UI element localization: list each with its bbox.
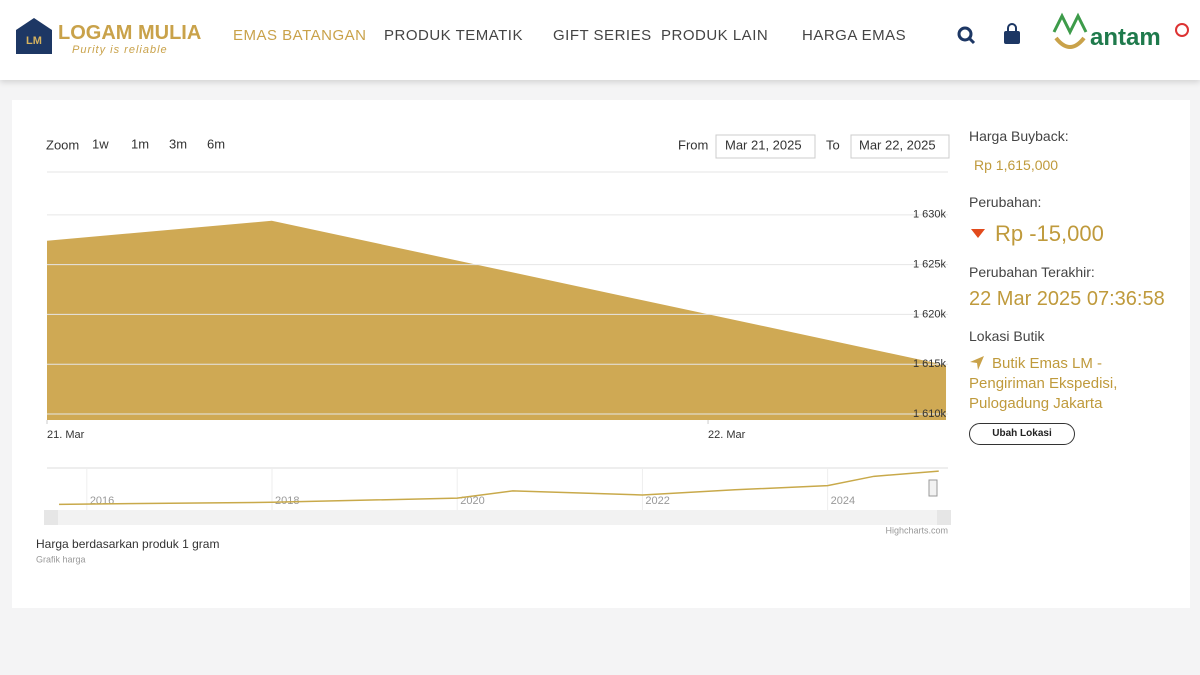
antam-icon — [1052, 12, 1088, 49]
location-icon — [970, 356, 984, 370]
label: Perubahan: — [969, 194, 1042, 210]
updated: 22 Mar 2025 07:36:58 — [969, 288, 1165, 310]
label: Lokasi Butik — [969, 328, 1045, 344]
change: Rp -15,000 — [995, 221, 1104, 246]
zoom-button[interactable]: 3m — [169, 136, 187, 151]
y-tick-label: 1 625k — [913, 259, 947, 271]
x-tick-label: 2022 — [645, 495, 669, 507]
to-label: To — [826, 137, 840, 152]
zoom-label: Zoom — [46, 137, 79, 152]
x-tick-label: 2016 — [90, 495, 114, 507]
to-value: Mar 22, 2025 — [859, 137, 936, 152]
scroll-right[interactable] — [937, 510, 951, 525]
y-tick-label: 1 615k — [913, 358, 947, 370]
credits: Highcharts.com — [885, 525, 948, 535]
partner-mark — [1175, 23, 1189, 37]
x-tick-label: 2020 — [460, 495, 484, 507]
cart-icon[interactable] — [1002, 22, 1026, 52]
location: Butik Emas LM - Pengiriman Ekspedisi, Pu… — [969, 355, 1118, 412]
search-icon[interactable] — [954, 22, 994, 52]
from-label: From — [678, 137, 708, 152]
zoom-button[interactable]: 6m — [207, 136, 225, 151]
nav-item[interactable]: HARGA EMAS — [802, 27, 907, 44]
logo-mark: LM — [26, 35, 42, 47]
nav-item[interactable]: EMAS BATANGAN — [233, 27, 367, 44]
x-tick-label: 2024 — [831, 495, 855, 507]
logo-icon: LM — [16, 18, 52, 54]
x-tick-label: 21. Mar — [47, 429, 85, 441]
y-tick-label: 1 610k — [913, 408, 947, 420]
navigator-handle[interactable] — [928, 479, 938, 497]
chart: Zoom 1w 1m 3m 6m From Mar 21, 2025 To Mar 22, 20… — [36, 134, 951, 564]
change-location-button[interactable]: Ubah Lokasi — [969, 423, 1075, 445]
caption: Harga berdasarkan produk 1 gram — [36, 537, 219, 551]
x-tick-label: 22. Mar — [708, 429, 746, 441]
nav-item[interactable]: PRODUK LAIN — [661, 27, 769, 44]
nav-item[interactable]: GIFT SERIES — [553, 27, 652, 44]
buyback: Rp 1,615,000 — [974, 157, 1059, 173]
tagline: Purity is reliable — [72, 44, 168, 56]
from-input[interactable] — [715, 134, 816, 159]
label: Perubahan Terakhir: — [969, 264, 1095, 280]
nav-item[interactable]: PRODUK TEMATIK — [384, 27, 523, 44]
caption-sub: Grafik harga — [36, 554, 86, 564]
down-arrow — [971, 229, 985, 238]
x-tick-label: 2018 — [275, 495, 299, 507]
to-input[interactable] — [850, 134, 950, 159]
scroll-left[interactable] — [44, 510, 58, 525]
scrollbar[interactable] — [44, 510, 951, 525]
y-tick-label: 1 630k — [913, 209, 947, 221]
from-value: Mar 21, 2025 — [725, 137, 802, 152]
label: Harga Buyback: — [969, 128, 1069, 144]
navigator-line — [59, 470, 939, 506]
brand: LOGAM MULIA — [58, 22, 202, 44]
zoom-button[interactable]: 1m — [131, 136, 149, 151]
zoom-button[interactable]: 1w — [92, 136, 109, 151]
y-tick-label: 1 620k — [913, 308, 947, 320]
header: LM LOGAM MULIA Purity is reliable EMAS B… — [0, 0, 1200, 80]
partner: antam — [1090, 24, 1161, 51]
area — [47, 220, 947, 420]
